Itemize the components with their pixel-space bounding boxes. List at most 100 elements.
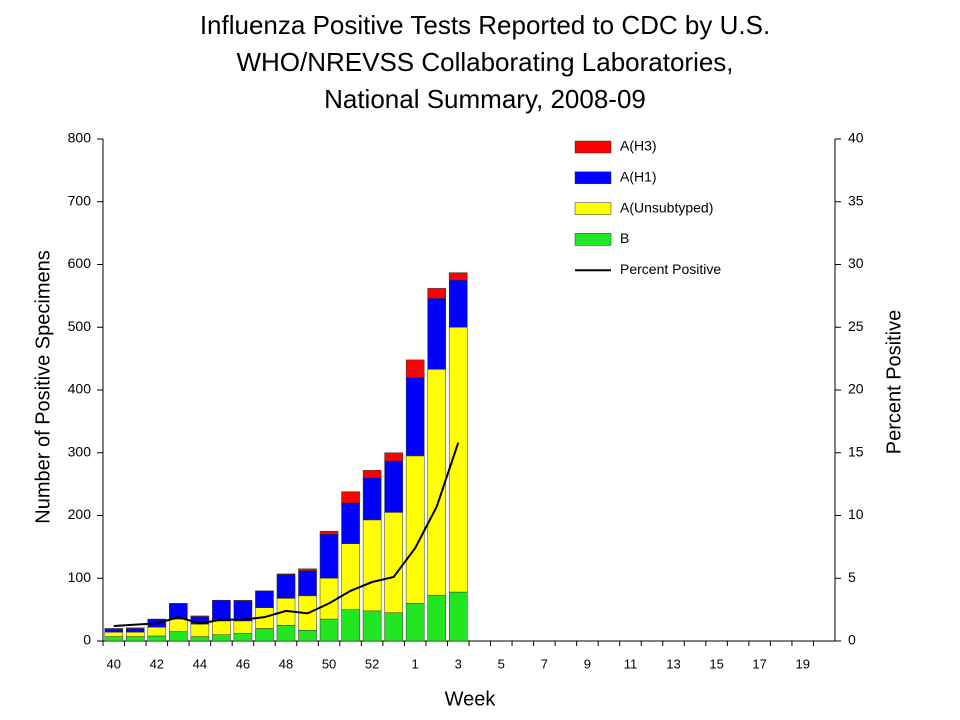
x-tick-label: 5 (498, 656, 505, 671)
y2-tick-label: 30 (848, 255, 864, 271)
bar-segment (147, 635, 167, 642)
bar-segment (341, 609, 360, 642)
bar-segment (405, 377, 425, 457)
bar-segment (169, 631, 188, 642)
x-tick-label: 11 (624, 656, 638, 671)
bar-segment (341, 491, 360, 504)
bar-segment (190, 623, 210, 637)
y-tick-label: 500 (68, 318, 92, 334)
bar-segment (319, 618, 339, 642)
legend-label: B (620, 230, 629, 246)
bar-segment (233, 633, 253, 642)
y2-tick-label: 10 (848, 506, 864, 522)
bar-segment (341, 502, 360, 544)
bar-segment (405, 359, 425, 378)
x-tick-label: 3 (455, 656, 462, 671)
bar-segment (276, 574, 296, 599)
y2-tick-label: 0 (848, 632, 856, 648)
bar-segment (427, 298, 446, 370)
y-tick-label: 800 (68, 130, 92, 146)
x-tick-label: 50 (322, 656, 336, 671)
legend-swatch (574, 171, 612, 185)
bar-segment (405, 603, 425, 642)
bar-segment (405, 455, 425, 604)
y-axis-title: Number of Positive Specimens (32, 250, 54, 523)
bar-segment (448, 279, 468, 328)
bar-segment (255, 628, 274, 642)
bar-segment (126, 636, 145, 642)
bar-segment (319, 530, 339, 535)
bar-segment (104, 628, 124, 633)
bar-segment (427, 369, 446, 596)
bar-segment (298, 570, 317, 597)
bar-segment (147, 626, 167, 637)
bar-segment (384, 452, 403, 462)
y-tick-label: 200 (68, 506, 92, 522)
bar-segment (255, 590, 274, 608)
bar-segment (212, 620, 231, 635)
y-tick-label: 400 (68, 381, 92, 397)
x-tick-label: 9 (584, 656, 591, 671)
x-tick-label: 1 (412, 656, 419, 671)
y-tick-label: 700 (68, 192, 92, 208)
x-tick-label: 40 (107, 656, 121, 671)
legend-swatch (574, 233, 612, 246)
x-tick-label: 15 (709, 656, 723, 671)
chart-title: National Summary, 2008-09 (324, 84, 646, 114)
x-tick-label: 17 (752, 656, 766, 671)
y2-tick-label: 25 (848, 318, 864, 334)
x-tick-label: 19 (795, 656, 809, 671)
y2-tick-label: 35 (848, 192, 864, 208)
y2-tick-label: 15 (848, 443, 864, 459)
bar-segment (427, 594, 446, 642)
bar-segment (104, 631, 124, 637)
bar-segment (126, 628, 145, 633)
bar-segment (276, 573, 296, 575)
chart-title: Influenza Positive Tests Reported to CDC… (200, 10, 770, 40)
y-tick-label: 300 (68, 443, 92, 459)
legend-label: A(Unsubtyped) (620, 199, 713, 215)
chart-title: WHO/NREVSS Collaborating Laboratories, (236, 47, 733, 77)
bar-segment (104, 636, 124, 642)
x-tick-label: 44 (193, 656, 207, 671)
y2-tick-label: 40 (848, 130, 864, 146)
legend-swatch (574, 140, 612, 154)
bar-segment (448, 272, 468, 281)
bar-segment (384, 512, 403, 614)
y-tick-label: 0 (83, 632, 91, 648)
legend-label: A(H3) (620, 138, 657, 154)
bar-segment (212, 599, 231, 622)
x-tick-label: 42 (150, 656, 164, 671)
bar-segment (104, 628, 124, 630)
y2-axis-title: Percent Positive (883, 310, 905, 455)
bar-segment (126, 627, 145, 629)
line (113, 442, 460, 627)
y2-tick-label: 20 (848, 381, 864, 397)
bar-segment (298, 630, 317, 642)
y-tick-label: 600 (68, 255, 92, 271)
bar-segment (190, 615, 210, 617)
bar-segment (341, 543, 360, 610)
bar-segment (384, 460, 403, 513)
bar-segment (427, 288, 446, 299)
bar-segment (319, 534, 339, 579)
bar-segment (276, 625, 296, 642)
bar-segment (126, 631, 145, 637)
bar-segment (362, 477, 382, 521)
x-tick-label: 52 (365, 656, 379, 671)
x-tick-label: 7 (541, 656, 548, 671)
x-tick-label: 48 (279, 656, 293, 671)
x-tick-label: 46 (236, 656, 250, 671)
bar-segment (448, 591, 468, 642)
legend-swatch (574, 202, 612, 215)
x-tick-label: 13 (666, 656, 680, 671)
bar-segment (212, 634, 231, 642)
bar-segment (362, 470, 382, 479)
x-axis-title: Week (445, 688, 497, 710)
bar-segment (169, 603, 188, 620)
bar-segment (233, 620, 253, 634)
bar-segment (233, 599, 253, 602)
bar-segment (384, 612, 403, 642)
